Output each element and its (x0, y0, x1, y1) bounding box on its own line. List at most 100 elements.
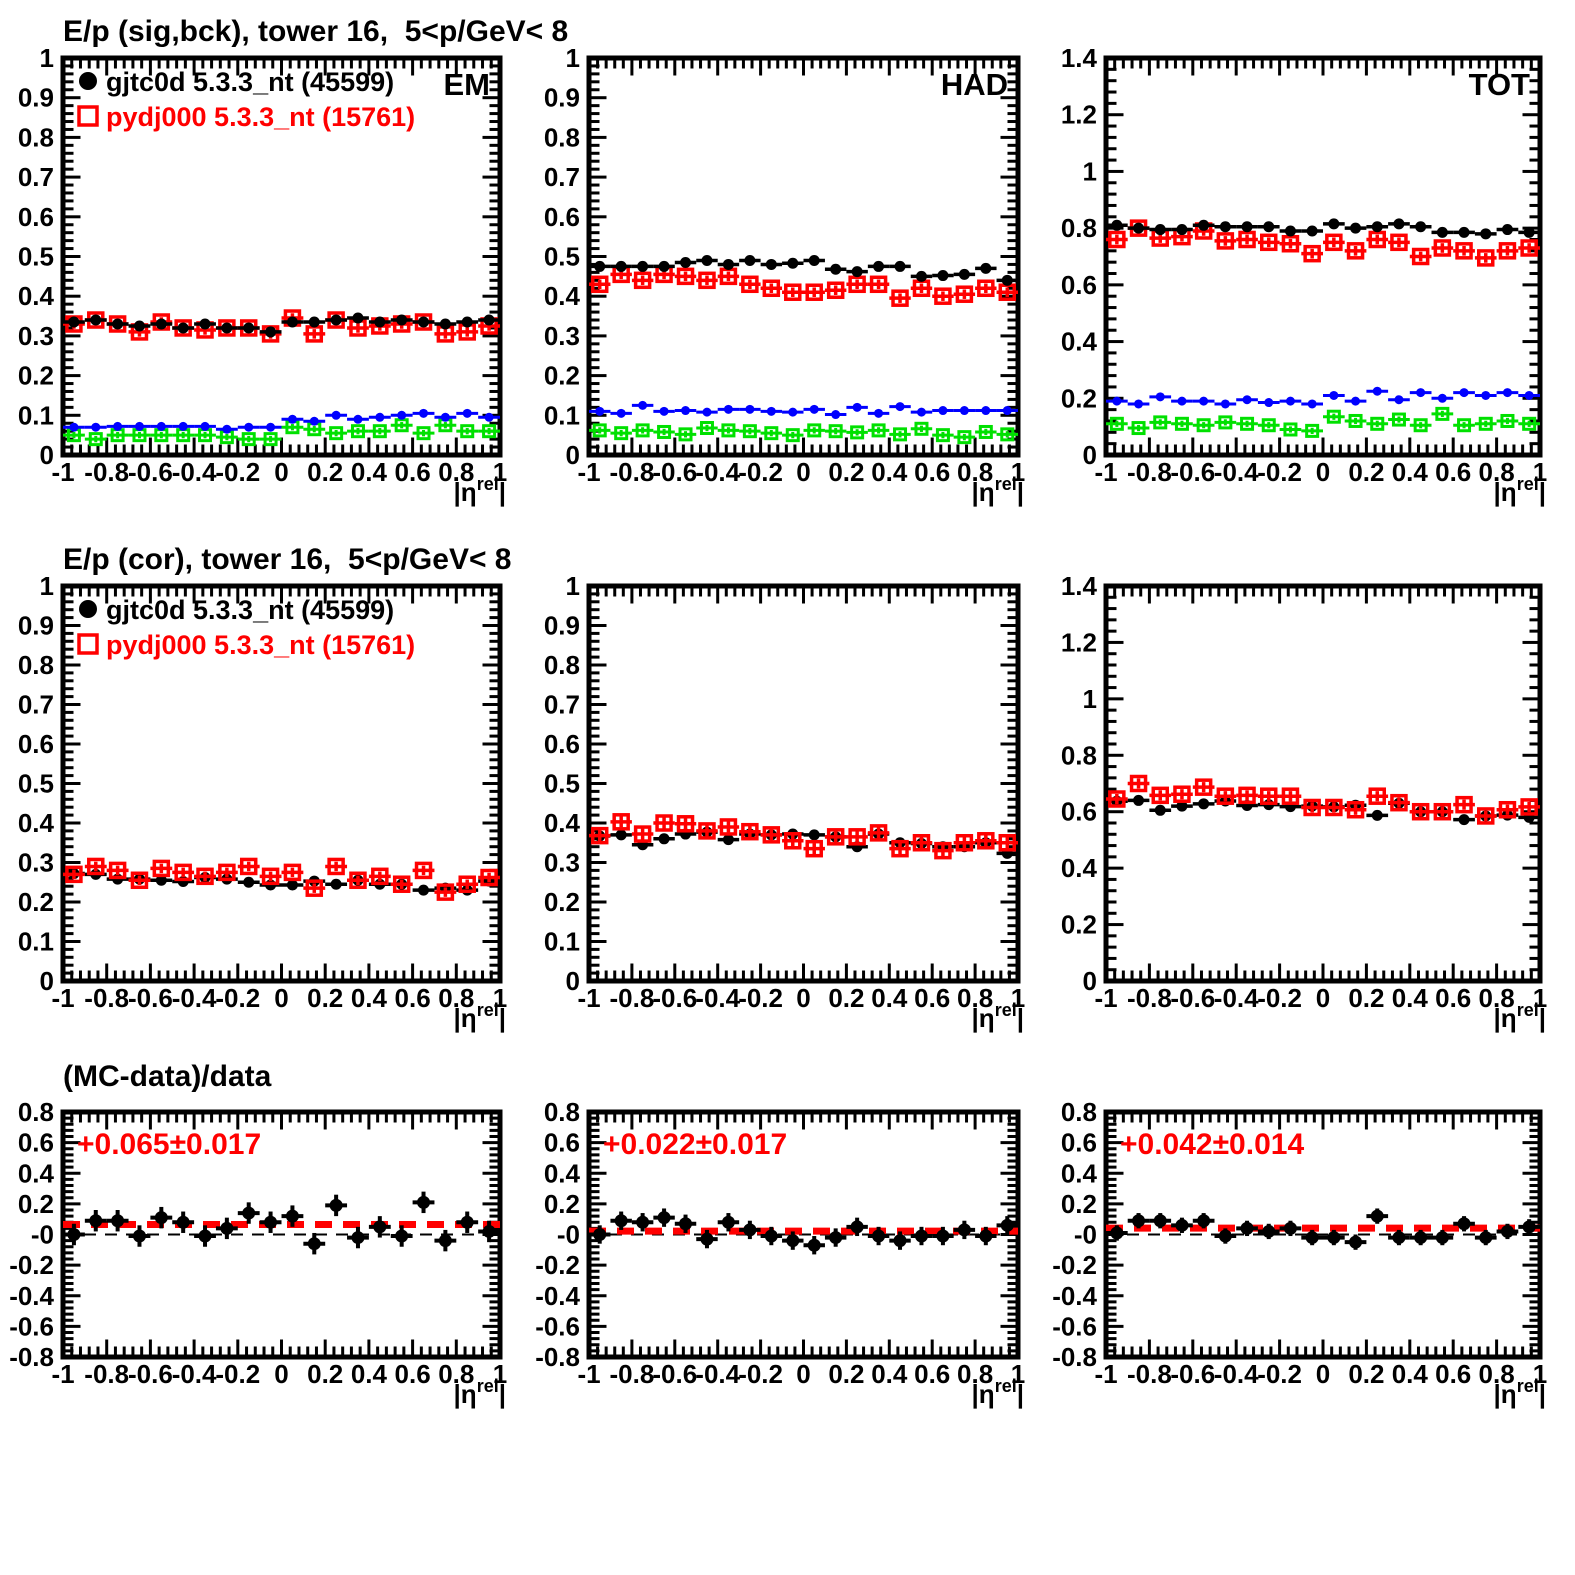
y-tick-label: 0.6 (18, 1128, 54, 1158)
y-tick-label: 0.7 (544, 162, 580, 192)
x-tick-label: 0.8 (957, 457, 993, 487)
marker-filled-circle (1501, 224, 1513, 236)
marker-filled-circle (221, 322, 233, 334)
panel-corner-label: EM (444, 67, 491, 102)
marker-filled-circle (1458, 814, 1470, 826)
marker-filled-circle-small (91, 422, 101, 432)
marker-open-square (1455, 795, 1473, 814)
series-pydj000-bck (589, 421, 1018, 445)
x-tick-label: -0.4 (1214, 983, 1259, 1013)
marker-filled-circle-small (1437, 393, 1447, 403)
x-tick-label: 0.4 (351, 457, 388, 487)
marker-open-square-small (785, 428, 800, 443)
marker-filled-circle-large (395, 1229, 409, 1243)
marker-filled-circle (1328, 218, 1340, 230)
marker-filled-circle-large (351, 1231, 365, 1245)
marker-open-square-small (1478, 416, 1493, 431)
marker-open-square (1194, 778, 1213, 796)
marker-open-square-small (1457, 418, 1472, 433)
marker-open-square (934, 841, 952, 860)
y-tick-label: 0.4 (18, 808, 55, 838)
marker-open-square-small (1500, 413, 1515, 428)
marker-open-square (719, 818, 738, 836)
marker-open-square (130, 871, 149, 890)
y-tick-label: 1 (566, 43, 580, 73)
marker-filled-circle-small (916, 407, 926, 417)
x-tick-label: -0.8 (1127, 457, 1172, 487)
marker-open-square (762, 279, 781, 298)
series-pydj000-bck (63, 418, 500, 447)
y-tick-label: -0.8 (9, 1342, 54, 1372)
x-tick-label: -0.2 (215, 1359, 260, 1389)
y-tick-label: 1.2 (1061, 100, 1097, 130)
marker-filled-circle-small (244, 422, 254, 432)
x-tick-label: 0.8 (1479, 1359, 1515, 1389)
marker-filled-circle (1523, 226, 1535, 238)
marker-open-square (1498, 800, 1517, 819)
marker-filled-circle-large (132, 1229, 146, 1243)
marker-open-square (998, 834, 1017, 852)
y-tick-label: 0.6 (1061, 270, 1097, 300)
marker-filled-circle-large (743, 1223, 757, 1237)
y-tick-label: 0.6 (18, 202, 54, 232)
marker-filled-circle (1133, 222, 1145, 234)
x-tick-label: -0.4 (172, 983, 217, 1013)
marker-open-square (1129, 774, 1148, 793)
marker-filled-circle (418, 884, 430, 896)
marker-filled-circle (286, 316, 298, 328)
marker-filled-circle-large (1522, 1220, 1536, 1234)
marker-open-square-small (416, 426, 431, 441)
y-tick-label: -0.2 (1052, 1250, 1097, 1280)
marker-open-square (1303, 244, 1321, 263)
x-axis-title: |ηrel| (972, 474, 1024, 507)
panel-ratio-em: -1 -0.8-0.6-0.4-0.2 0 0.2 0.4 0.6 0.8 1-0.8-0.6… (9, 1097, 507, 1409)
x-tick-label: -1 (1094, 983, 1117, 1013)
marker-filled-circle (658, 260, 670, 272)
marker-filled-circle-small (484, 412, 494, 422)
marker-open-square (1433, 239, 1452, 257)
marker-open-square-small (350, 424, 365, 439)
marker-filled-circle-small (178, 421, 188, 431)
marker-open-square (1520, 798, 1538, 816)
marker-filled-circle (1284, 225, 1296, 237)
marker-filled-circle (461, 316, 473, 328)
marker-open-square-small (1413, 418, 1428, 433)
legend-label: pydj000 5.3.3_nt (15761) (106, 102, 415, 132)
marker-open-square-small (460, 424, 475, 439)
marker-open-square (1108, 790, 1126, 808)
marker-open-square (480, 868, 498, 887)
x-tick-label: 0.4 (1392, 983, 1429, 1013)
marker-filled-circle (594, 260, 606, 272)
x-tick-label: 0.4 (351, 1359, 388, 1389)
marker-filled-circle (830, 263, 842, 275)
marker-open-square-small (1435, 406, 1450, 421)
marker-filled-circle-large (264, 1215, 278, 1229)
series-gjtc0d-sig (1106, 218, 1540, 240)
marker-filled-circle (1154, 804, 1166, 816)
marker-open-square (848, 275, 866, 294)
series-mc-minus-data-over-data (1106, 1208, 1540, 1250)
x-tick-label: 0.2 (828, 1359, 864, 1389)
marker-open-square-small (1391, 412, 1406, 427)
series-pydj000-cor (63, 857, 500, 901)
x-tick-label: 0 (796, 1359, 810, 1389)
marker-open-square (784, 832, 802, 850)
marker-filled-circle-small (981, 406, 991, 416)
panel-cor-had: -1 -0.8-0.6-0.4-0.2 0 0.2 0.4 0.6 0.8 100.10.20… (544, 571, 1025, 1033)
x-tick-label: 0 (274, 457, 288, 487)
marker-open-square-small (828, 424, 843, 439)
marker-open-square (1411, 802, 1430, 821)
marker-filled-circle (1371, 221, 1383, 233)
panel-corner-label: TOT (1469, 67, 1530, 102)
y-tick-label: 0.5 (544, 242, 580, 272)
marker-filled-circle-small (1002, 406, 1012, 416)
series-mc-minus-data-over-data (63, 1191, 500, 1255)
marker-open-square (741, 822, 759, 841)
x-tick-label: -0.4 (1214, 1359, 1259, 1389)
marker-filled-circle-large (1435, 1231, 1449, 1245)
marker-filled-circle-large (220, 1221, 234, 1235)
marker-filled-circle (958, 268, 970, 280)
marker-open-square (371, 867, 389, 886)
marker-filled-circle (1263, 221, 1275, 233)
x-tick-label: 0.6 (1435, 1359, 1471, 1389)
